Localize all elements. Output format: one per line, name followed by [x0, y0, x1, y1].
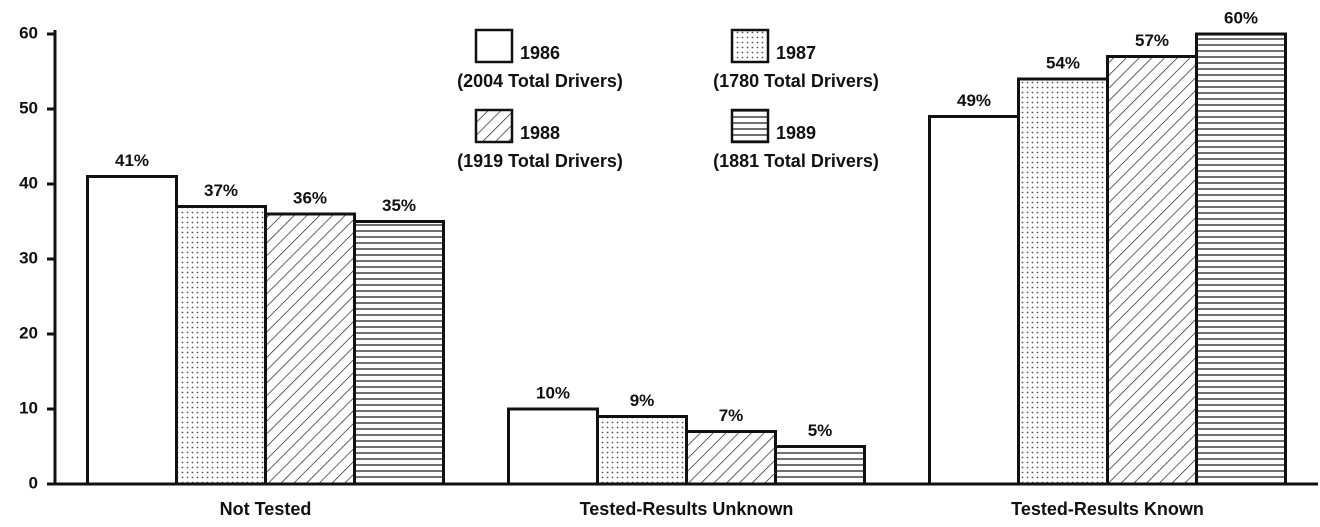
data-label: 35% [382, 196, 416, 215]
data-label: 36% [293, 188, 327, 207]
bar [1017, 77, 1109, 486]
bar [774, 445, 866, 486]
bar [353, 220, 445, 486]
legend-label: 1987 [776, 43, 816, 63]
legend-swatch [730, 28, 770, 64]
legend-swatch [730, 108, 770, 144]
y-tick-label: 10 [19, 398, 38, 417]
bar [928, 115, 1020, 486]
legend-label: 1988 [520, 123, 560, 143]
y-tick-label: 50 [19, 98, 38, 117]
bar [1195, 32, 1287, 486]
bar [86, 175, 178, 486]
legend-detail: (1780 Total Drivers) [713, 71, 879, 91]
legend-swatch [474, 28, 514, 64]
y-tick-label: 0 [29, 473, 38, 492]
y-tick-label: 30 [19, 248, 38, 267]
y-tick-label: 20 [19, 323, 38, 342]
data-label: 49% [957, 91, 991, 110]
legend-detail: (2004 Total Drivers) [457, 71, 623, 91]
legend-label: 1986 [520, 43, 560, 63]
data-label: 41% [115, 151, 149, 170]
legend-detail: (1919 Total Drivers) [457, 151, 623, 171]
data-label: 9% [630, 391, 655, 410]
data-label: 60% [1224, 8, 1258, 27]
data-label: 10% [536, 383, 570, 402]
y-tick-label: 40 [19, 173, 38, 192]
legend-detail: (1881 Total Drivers) [713, 151, 879, 171]
data-label: 7% [719, 406, 744, 425]
bar [175, 205, 267, 486]
x-tick-label: Tested-Results Unknown [580, 499, 794, 519]
x-tick-label: Not Tested [220, 499, 312, 519]
bar [1106, 55, 1198, 486]
data-label: 57% [1135, 31, 1169, 50]
legend-swatch [474, 108, 514, 144]
bar [685, 430, 777, 486]
bar [264, 212, 356, 486]
bar [596, 415, 688, 486]
x-tick-label: Tested-Results Known [1011, 499, 1204, 519]
data-label: 5% [808, 421, 833, 440]
bar [507, 407, 599, 486]
data-label: 37% [204, 181, 238, 200]
data-label: 54% [1046, 53, 1080, 72]
legend-label: 1989 [776, 123, 816, 143]
y-tick-label: 60 [19, 23, 38, 42]
